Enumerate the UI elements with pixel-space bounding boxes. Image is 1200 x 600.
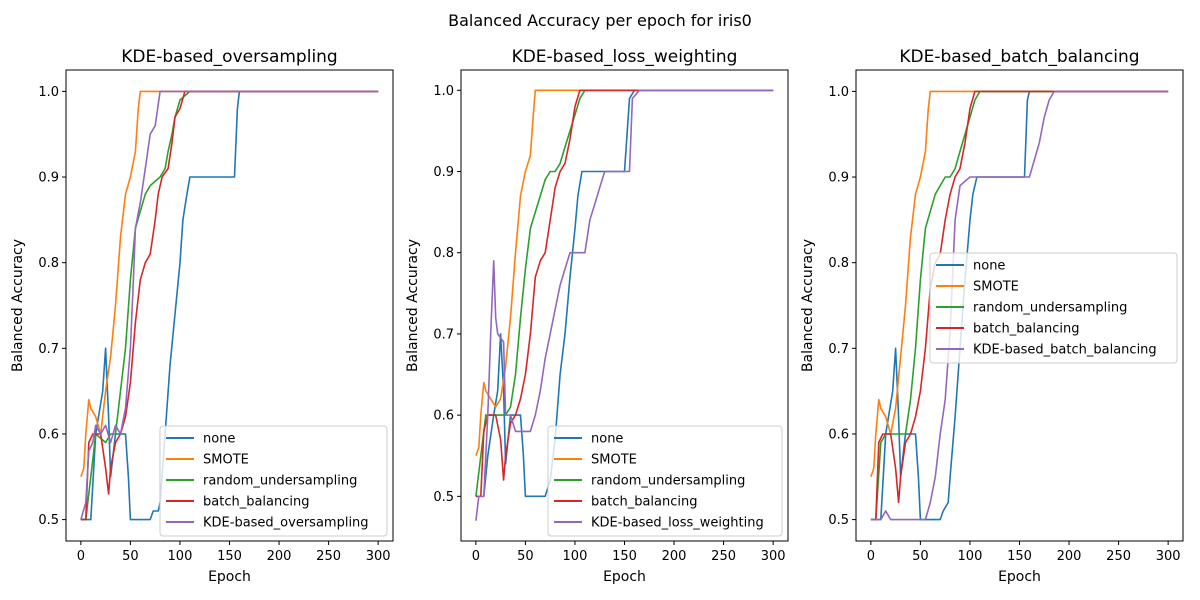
- series-line-none: [475, 89, 774, 498]
- series-line-batch-balancing: [870, 90, 1169, 521]
- x-tick-label: 0: [867, 549, 875, 564]
- x-tick-label: 50: [517, 549, 534, 564]
- subplot-title: KDE-based_oversampling: [121, 47, 337, 67]
- x-tick-label: 0: [472, 549, 480, 564]
- subplot-title: KDE-based_batch_balancing: [899, 47, 1139, 67]
- legend-label-smote: SMOTE: [591, 453, 637, 468]
- legend: none SMOTE random_undersampling batch_balan…: [929, 252, 1178, 364]
- series-group: [870, 90, 1169, 521]
- subplot-kde-based-loss-weighting: KDE-based_loss_weighting 0 50 100 150 200 250 3…: [405, 47, 789, 585]
- subplot-kde-based-oversampling: KDE-based_oversampling 0 50 100 150 200 250 300…: [10, 47, 394, 585]
- y-tick-label: 0.7: [38, 342, 59, 357]
- x-tick-label: 200: [1057, 549, 1082, 564]
- x-tick-label: 300: [761, 549, 786, 564]
- legend-box: [929, 252, 1178, 364]
- y-tick-label: 0.8: [38, 256, 59, 271]
- legend-label-random-undersampling: random_undersampling: [203, 474, 357, 489]
- x-tick-label: 200: [662, 549, 687, 564]
- legend-label-smote: SMOTE: [973, 280, 1019, 295]
- x-tick-label: 250: [316, 549, 341, 564]
- x-tick-label: 300: [1156, 549, 1181, 564]
- series-line-kde-based-loss-weighting: [475, 89, 774, 521]
- legend-label-smote: SMOTE: [203, 453, 249, 468]
- x-tick-label: 150: [1007, 549, 1032, 564]
- y-axis-label: Balanced Accuracy: [10, 239, 26, 372]
- y-axis-label: Balanced Accuracy: [800, 239, 816, 372]
- subplot-kde-based-batch-balancing: KDE-based_batch_balancing 0 50 100 150 200 250…: [800, 47, 1184, 585]
- legend: none SMOTE random_undersampling batch_balan…: [547, 425, 783, 537]
- legend-label-random-undersampling: random_undersampling: [973, 301, 1127, 316]
- axes-frame: [855, 69, 1184, 542]
- x-axis-label: Epoch: [603, 569, 646, 585]
- legend-label-random-undersampling: random_undersampling: [591, 474, 745, 489]
- x-axis-label: Epoch: [208, 569, 251, 585]
- y-tick-label: 0.7: [828, 342, 849, 357]
- y-tick-label: 0.5: [38, 513, 59, 528]
- x-tick-label: 150: [612, 549, 637, 564]
- y-tick-label: 1.0: [433, 84, 454, 99]
- legend-label-kde-based-oversampling: KDE-based_oversampling: [203, 516, 369, 531]
- series-line-smote: [475, 89, 774, 456]
- legend-label-batch-balancing: batch_balancing: [973, 322, 1080, 337]
- legend-label-none: none: [591, 432, 623, 447]
- x-tick-label: 50: [122, 549, 139, 564]
- x-tick-label: 300: [366, 549, 391, 564]
- y-tick-label: 0.6: [433, 409, 454, 424]
- x-tick-label: 0: [77, 549, 85, 564]
- x-tick-label: 100: [958, 549, 983, 564]
- y-tick-label: 0.8: [828, 256, 849, 271]
- y-tick-label: 0.5: [828, 513, 849, 528]
- series-line-smote: [80, 90, 379, 478]
- x-tick-label: 150: [217, 549, 242, 564]
- y-tick-label: 0.9: [433, 165, 454, 180]
- y-axis-label: Balanced Accuracy: [405, 239, 421, 372]
- x-tick-label: 250: [711, 549, 736, 564]
- y-tick-label: 0.7: [433, 327, 454, 342]
- series-line-none: [80, 90, 379, 521]
- y-tick-label: 1.0: [38, 85, 59, 100]
- subplot-title: KDE-based_loss_weighting: [512, 47, 738, 67]
- legend-label-batch-balancing: batch_balancing: [203, 495, 310, 510]
- legend-label-batch-balancing: batch_balancing: [591, 495, 698, 510]
- legend: none SMOTE random_undersampling batch_balan…: [159, 425, 388, 537]
- series-group: [80, 90, 379, 521]
- series-group: [475, 89, 774, 521]
- series-line-kde-based-batch-balancing: [870, 90, 1169, 521]
- figure-title: Balanced Accuracy per epoch for iris0: [448, 11, 752, 30]
- axes-frame: [65, 69, 394, 542]
- x-tick-label: 50: [912, 549, 929, 564]
- x-axis-label: Epoch: [998, 569, 1041, 585]
- y-tick-label: 0.8: [433, 246, 454, 261]
- y-tick-label: 0.5: [433, 490, 454, 505]
- axes-frame: [460, 69, 789, 542]
- series-line-smote: [870, 90, 1169, 478]
- x-tick-label: 100: [563, 549, 588, 564]
- y-tick-label: 0.9: [38, 171, 59, 186]
- y-tick-label: 1.0: [828, 85, 849, 100]
- y-tick-label: 0.6: [828, 427, 849, 442]
- x-tick-label: 200: [267, 549, 292, 564]
- series-line-random-undersampling: [475, 89, 774, 497]
- legend-label-kde-based-loss-weighting: KDE-based_loss_weighting: [591, 516, 764, 531]
- legend-label-none: none: [203, 432, 235, 447]
- series-line-batch-balancing: [475, 89, 774, 498]
- y-tick-label: 0.6: [38, 427, 59, 442]
- x-tick-label: 100: [168, 549, 193, 564]
- y-tick-label: 0.9: [828, 171, 849, 186]
- legend-label-kde-based-batch-balancing: KDE-based_batch_balancing: [973, 343, 1157, 358]
- x-tick-label: 250: [1106, 549, 1131, 564]
- legend-label-none: none: [973, 259, 1005, 274]
- series-line-kde-based-oversampling: [80, 90, 379, 520]
- legend-box: [547, 425, 783, 537]
- legend-box: [159, 425, 388, 537]
